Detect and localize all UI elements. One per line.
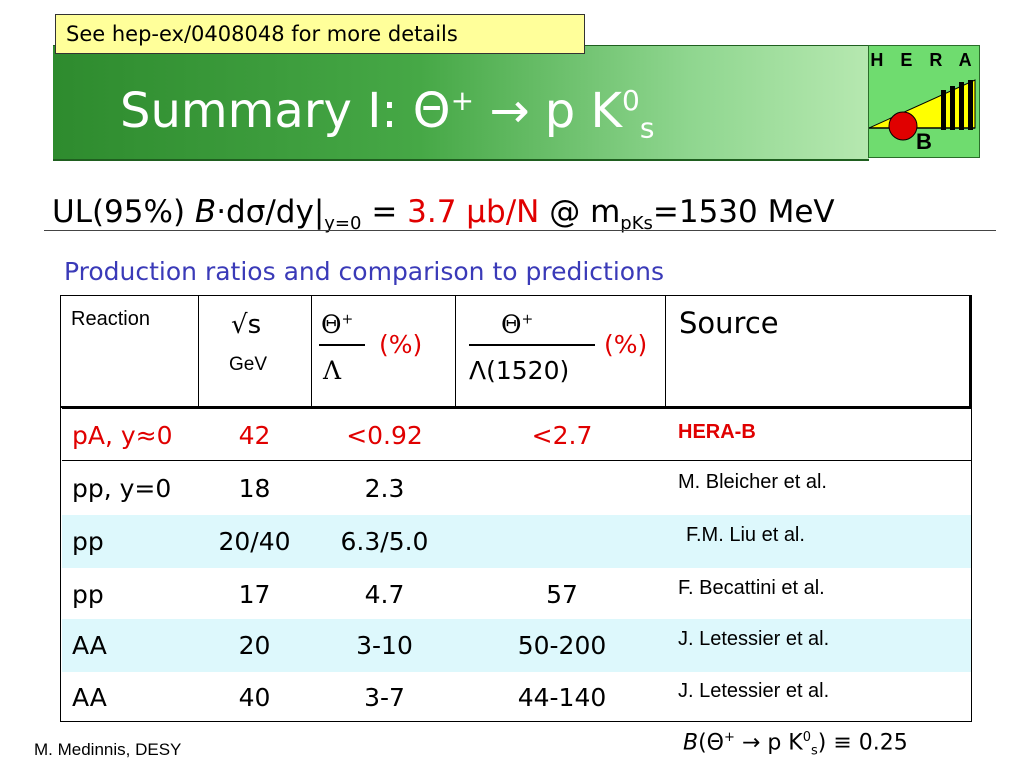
formula-at: @ m [539, 194, 621, 230]
formula-value: 3.7 μb/N [407, 194, 540, 230]
formula-dsigma: ·dσ/dy| [216, 194, 325, 230]
cell-sqrt-s: 42 [238, 421, 271, 450]
cell-source: HERA-B [678, 421, 756, 443]
cell-reaction: AA [72, 683, 107, 712]
cell-ratio-lambda: 6.3/5.0 [340, 527, 429, 556]
formula-ul: UL(95%) [52, 194, 195, 230]
author-footer: M. Medinnis, DESY [34, 740, 182, 759]
cell-sqrt-s: 18 [238, 474, 271, 503]
header-divider [455, 296, 456, 408]
table-row: pp 20/40 6.3/5.0 F.M. Liu et al. [62, 515, 971, 568]
branching-ratio-note: B(Θ+ → p K0s) ≡ 0.25 [683, 730, 908, 759]
cell-reaction: pp [72, 580, 104, 609]
formula-equals: = [361, 194, 408, 230]
title-k-sub: s [639, 111, 655, 145]
title-text: Summary I: Θ [120, 83, 451, 139]
cell-reaction: AA [72, 631, 107, 660]
header-fraction-bar-2 [469, 344, 595, 346]
logo-bar-4 [968, 80, 973, 130]
formula-b: B [194, 194, 217, 230]
cell-reaction: pp, y=0 [72, 474, 172, 503]
cell-sqrt-s: 40 [238, 683, 271, 712]
header-gev: GeV [229, 354, 268, 375]
header-theta-2: Θ+ [501, 310, 534, 339]
table-row: AA 20 3-10 50-200 J. Letessier et al. [62, 619, 971, 672]
cell-source: F. Becattini et al. [678, 577, 825, 599]
cell-ratio-lambda1520: 50-200 [517, 631, 607, 660]
header-lambda-1520: Λ(1520) [469, 356, 570, 385]
logo-b-text: B [916, 129, 932, 154]
table-row: pA, y≈0 42 <0.92 <2.7 HERA-B [62, 408, 971, 461]
slide-title: Summary I: Θ+ → p K0s [120, 71, 654, 159]
reference-note: See hep-ex/0408048 for more details [55, 14, 585, 54]
header-sqrt-s: √s [231, 310, 262, 340]
header-divider [665, 296, 666, 408]
cell-source: J. Letessier et al. [678, 680, 830, 702]
section-subtitle: Production ratios and comparison to pred… [64, 257, 664, 286]
cell-sqrt-s: 17 [238, 580, 271, 609]
table-row: AA 40 3-7 44-140 J. Letessier et al. [62, 671, 971, 724]
header-theta-1: Θ+ [321, 310, 354, 339]
formula-m-sub: pKs [620, 213, 653, 235]
title-k-sup: 0 [622, 84, 640, 117]
header-lambda: Λ [323, 356, 342, 385]
cell-ratio-lambda: 3-7 [364, 683, 405, 712]
table-header: Reaction √s GeV Θ+ Λ (%) Θ+ Λ(1520) (%) … [61, 296, 971, 408]
hera-b-logo: H E R A B [868, 45, 980, 158]
cell-ratio-lambda1520: 57 [546, 580, 578, 609]
header-percent-1: (%) [379, 330, 423, 359]
header-reaction: Reaction [71, 308, 150, 330]
header-fraction-bar-1 [319, 344, 365, 346]
cell-ratio-lambda: 2.3 [364, 474, 405, 503]
cell-ratio-lambda: 3-10 [356, 631, 413, 660]
logo-bar-2 [950, 86, 955, 130]
formula-mass: =1530 MeV [652, 194, 835, 230]
table-row: pp, y=0 18 2.3 M. Bleicher et al. [62, 462, 971, 515]
cell-sqrt-s: 20/40 [218, 527, 291, 556]
cell-ratio-lambda: 4.7 [364, 580, 405, 609]
header-divider [311, 296, 312, 408]
title-theta-sup: + [450, 84, 475, 117]
logo-bar-3 [959, 82, 964, 130]
logo-bar-1 [941, 90, 946, 130]
cell-sqrt-s: 20 [238, 631, 271, 660]
formula-y-sub: y=0 [324, 213, 362, 235]
logo-hera-text: H E R A [870, 50, 978, 70]
title-banner [53, 45, 869, 161]
cell-ratio-lambda1520: 44-140 [517, 683, 607, 712]
formula-divider [44, 230, 996, 231]
cell-source: M. Bleicher et al. [678, 471, 827, 493]
table-row: pp 17 4.7 57 F. Becattini et al. [62, 568, 971, 621]
cell-reaction: pA, y≈0 [72, 421, 173, 450]
cell-source: F.M. Liu et al. [686, 524, 805, 546]
header-source: Source [679, 306, 779, 340]
production-ratio-table: Reaction √s GeV Θ+ Λ (%) Θ+ Λ(1520) (%) … [60, 295, 972, 722]
header-percent-2: (%) [604, 330, 648, 359]
cell-source: J. Letessier et al. [678, 628, 830, 650]
cell-ratio-lambda: <0.92 [346, 421, 423, 450]
logo-red-circle [888, 111, 918, 141]
logo-detector-graphic [869, 79, 976, 141]
header-divider [198, 296, 199, 408]
title-decay: → p K [474, 83, 622, 139]
cell-ratio-lambda1520: <2.7 [531, 421, 593, 450]
upper-limit-formula: UL(95%) B·dσ/dy|y=0 = 3.7 μb/N @ mpKs=15… [52, 192, 835, 244]
cell-reaction: pp [72, 527, 104, 556]
